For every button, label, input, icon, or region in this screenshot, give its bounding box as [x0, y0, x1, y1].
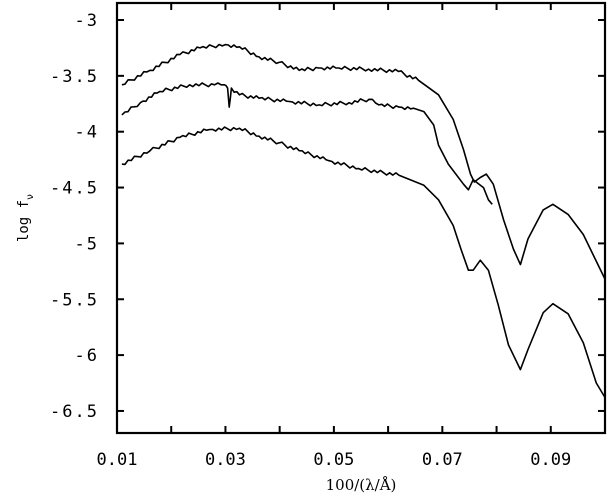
x-tick-label: 0.07: [422, 450, 463, 470]
spectrum-line-1: [121, 43, 606, 280]
y-tick-label: -5.5: [50, 290, 99, 310]
y-tick-label: -6.5: [50, 402, 99, 422]
x-axis-tick-labels: 0.01 0.03 0.05 0.07 0.09: [97, 450, 572, 470]
y-axis-label: log fν: [16, 194, 36, 242]
x-tick-label: 0.09: [530, 450, 571, 470]
svg-text:log fν: log fν: [16, 194, 36, 242]
y-tick-label: -4: [75, 123, 99, 143]
y-tick-label: -3: [75, 11, 99, 31]
x-axis-label: 100/(λ/Å): [326, 476, 397, 494]
spectrum-line-2: [121, 82, 493, 205]
y-axis-tick-labels: -3 -3.5 -4 -4.5 -5 -5.5 -6 -6.5: [50, 11, 99, 422]
y-tick-label: -3.5: [50, 67, 99, 87]
y-axis-ticks: [117, 19, 605, 412]
data-series: [121, 43, 606, 398]
x-tick-label: 0.05: [313, 450, 354, 470]
y-axis-label-text: log f: [16, 200, 32, 242]
plot-frame: [115, 1, 607, 435]
y-tick-label: -5: [75, 234, 99, 254]
x-tick-label: 0.03: [205, 450, 246, 470]
x-tick-label: 0.01: [97, 450, 138, 470]
spectrum-line-3: [121, 126, 606, 398]
y-tick-label: -6: [75, 346, 99, 366]
y-tick-label: -4.5: [50, 179, 99, 199]
y-axis-label-subscript: ν: [25, 194, 36, 200]
x-axis-ticks: [116, 3, 552, 433]
